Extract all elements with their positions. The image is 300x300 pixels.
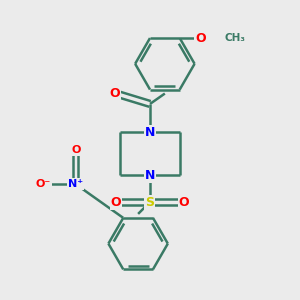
Text: O: O <box>109 87 120 100</box>
Text: CH₃: CH₃ <box>224 33 245 43</box>
Text: O: O <box>110 196 121 208</box>
Text: O: O <box>71 145 80 155</box>
Text: N: N <box>145 126 155 139</box>
Text: O: O <box>195 32 206 45</box>
Text: N⁺: N⁺ <box>68 179 83 189</box>
Text: N: N <box>145 169 155 182</box>
Text: S: S <box>146 196 154 208</box>
Text: O⁻: O⁻ <box>35 179 51 189</box>
Text: O: O <box>179 196 190 208</box>
